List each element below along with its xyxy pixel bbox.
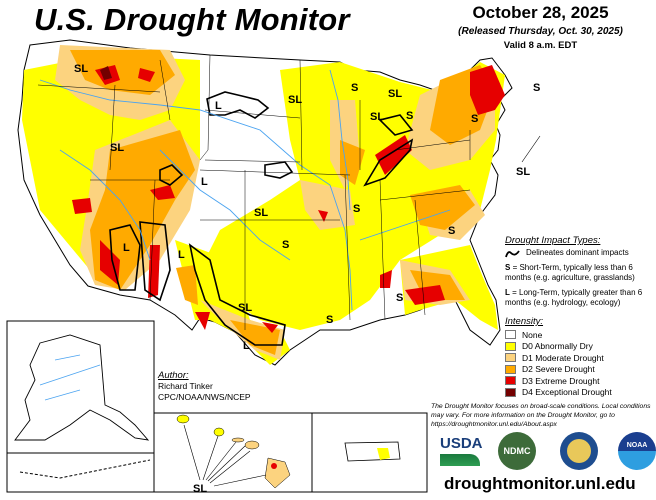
delineates-row: Delineates dominant impacts [505,248,656,258]
impact-label: SL [516,166,530,178]
impact-label: SL [370,111,384,123]
partner-logos: USDA NDMC NOAA [436,432,656,472]
legend-row-d3: D3 Extreme Drought [505,375,656,387]
impact-boundaries [109,91,414,346]
rivers [39,69,451,311]
legend-row-d1: D1 Moderate Drought [505,352,656,364]
swatch-none [505,330,516,340]
author-label: Author: [158,370,189,381]
release-date: (Released Thursday, Oct. 30, 2025) [458,26,623,37]
impact-label: S [351,82,358,94]
impact-label: S [448,225,455,237]
puerto-rico-outline [344,441,401,462]
aleutian-inset [6,452,155,493]
impact-label: SL [388,88,402,100]
impact-label: SL [254,207,268,219]
impact-label: SL [238,302,252,314]
date-block: October 28, 2025 (Released Thursday, Oct… [425,3,656,52]
impact-label: S [471,113,478,125]
impact-label: SL [193,483,207,495]
impact-label: S [406,110,413,122]
impact-label: S [282,239,289,251]
valid-time: Valid 8 a.m. EDT [503,40,578,51]
delineates-text: Delineates dominant impacts [526,248,629,257]
hawaii-inset [153,412,313,493]
impact-label: L [201,176,208,188]
impact-label: L [215,100,222,112]
intensity-title: Intensity: [505,316,544,327]
impact-label: S [326,314,333,326]
boundary-line-icon [505,249,520,257]
long-term-def: L = Long-Term, typically greater than 6 … [505,288,643,307]
swatch-d1 [505,353,516,363]
usda-logo: USDA [440,436,483,468]
website-url[interactable]: droughtmonitor.unl.edu [444,474,636,493]
legend-row-none: None [505,329,656,341]
author-block: Author: Richard Tinker CPC/NOAA/NWS/NCEP [158,370,251,403]
impact-label: L [243,340,250,352]
disclaimer-note: The Drought Monitor focuses on broad-sca… [431,403,651,428]
impact-label: SL [110,142,124,154]
map-title: U.S. Drought Monitor [34,2,350,37]
impact-label: S [396,292,403,304]
alaska-outline [14,334,150,441]
intensity-legend: Intensity: None D0 Abnormally Dry D1 Mod… [505,316,656,398]
impact-label: SL [74,63,88,75]
impact-label: L [123,242,130,254]
d4-area [100,66,112,80]
swatch-d3 [505,376,516,386]
legend-row-d2: D2 Severe Drought [505,364,656,376]
commerce-seal [560,432,598,470]
impact-types-title: Drought Impact Types: [505,235,601,246]
impact-label: SL [288,94,302,106]
map-labels: SL SL L SL S SL S SL S S SL L SL S S L L… [74,63,540,352]
ndmc-logo: NDMC [498,432,536,470]
map-date: October 28, 2025 [472,3,609,22]
legend-row-d4: D4 Exceptional Drought [505,387,656,399]
noaa-logo: NOAA [618,432,656,470]
impact-label: S [533,82,540,94]
impact-label: L [178,249,185,261]
impact-legend: Drought Impact Types: Delineates dominan… [505,236,656,308]
d3-areas [72,65,505,333]
swatch-d2 [505,364,516,374]
legend-row-d0: D0 Abnormally Dry [505,341,656,353]
swatch-d0 [505,341,516,351]
short-term-def: S = Short-Term, typically less than 6 mo… [505,263,635,282]
author-org: CPC/NOAA/NWS/NCEP [158,392,251,402]
author-name: Richard Tinker [158,381,213,391]
swatch-d4 [505,387,516,397]
state-borders [37,54,471,330]
impact-label: S [353,203,360,215]
